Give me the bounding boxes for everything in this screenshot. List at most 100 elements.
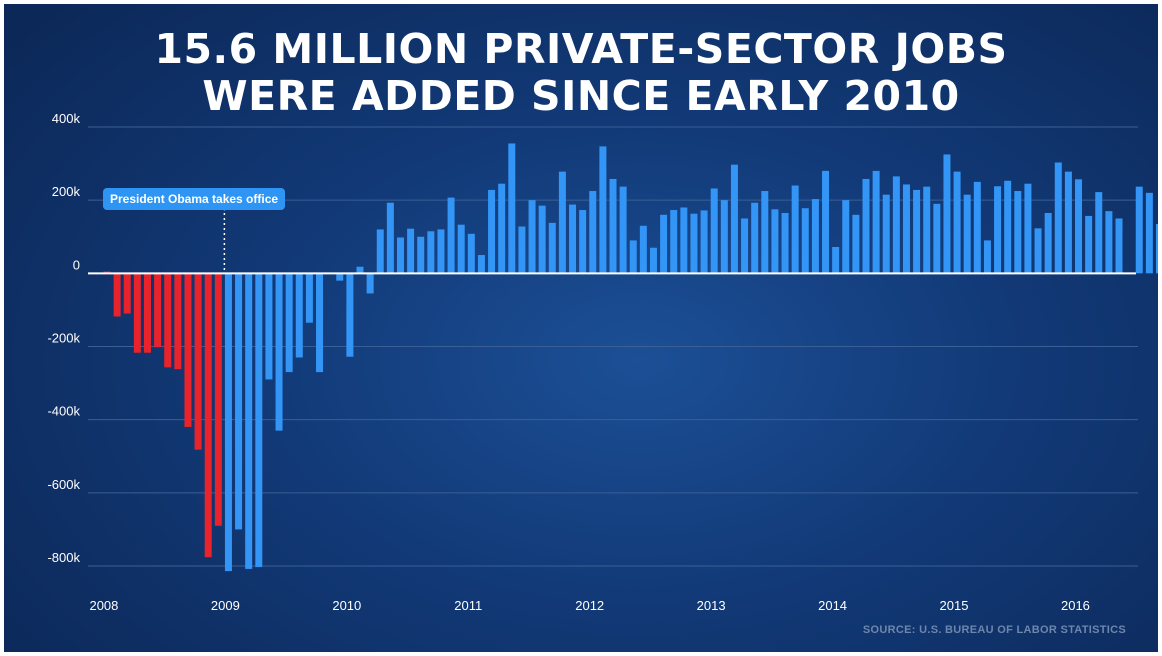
bar [852,214,860,274]
bar [467,233,475,274]
bar [1135,186,1143,274]
bar [204,273,212,558]
bar [1064,171,1072,274]
bar [599,146,607,274]
bar [609,178,617,274]
bar [1004,180,1012,274]
bar [113,273,121,317]
bar [619,186,627,274]
bar [1095,192,1103,274]
bar [1014,191,1022,274]
bar [498,183,506,274]
bar [973,181,981,274]
bar [629,240,637,274]
bar [133,273,141,353]
y-tick-label: 200k [52,184,81,199]
bar [265,273,273,380]
bar [1024,183,1032,274]
bar [123,273,131,314]
y-tick-label: 0 [73,257,80,272]
y-tick-label: 400k [52,111,81,126]
bar [285,273,293,373]
title-line-1: 15.6 MILLION PRIVATE-SECTOR JOBS [154,25,1008,73]
y-tick-label: -800k [47,550,80,565]
bar [690,213,698,274]
bar [579,210,587,274]
bar [822,170,830,274]
bar [305,273,313,323]
bar [801,208,809,274]
bar [538,205,546,274]
bar [1085,215,1093,274]
bar [295,273,303,358]
bar [1105,211,1113,274]
bar [143,273,151,353]
annotation-marker [219,206,230,274]
x-tick-label: 2015 [940,598,969,613]
bar [680,207,688,274]
bar [316,273,324,373]
bar [417,236,425,274]
bar [174,273,182,370]
bar [761,191,769,274]
bar [528,200,536,274]
bar [589,191,597,274]
bar [1155,223,1158,274]
x-tick-label: 2008 [89,598,118,613]
bar [488,189,496,274]
bar [923,186,931,274]
bar [670,210,678,274]
bar [255,273,263,568]
bar [356,266,364,274]
annotation-callout: President Obama takes office [103,188,286,210]
bars [103,143,1158,572]
bar [235,273,243,530]
x-tick-label: 2016 [1061,598,1090,613]
x-tick-label: 2009 [211,598,240,613]
y-tick-label: -600k [47,477,80,492]
y-tick-label: -400k [47,404,80,419]
bar [943,154,951,274]
title-line-2: WERE ADDED SINCE EARLY 2010 [202,72,960,120]
bar [639,225,647,274]
bar [933,203,941,274]
chart-title: 15.6 MILLION PRIVATE-SECTOR JOBS WERE AD… [4,26,1158,120]
bar [184,273,192,427]
grid-lines [88,126,1138,567]
y-tick-label: -200k [47,331,80,346]
bar [1115,218,1123,274]
bar [214,273,222,526]
bar [994,186,1002,274]
bar [913,189,921,274]
bar [710,188,718,274]
bar [842,200,850,274]
bar [1145,192,1153,274]
bar [781,212,789,274]
bar [366,273,374,294]
chart-panel: 15.6 MILLION PRIVATE-SECTOR JOBS WERE AD… [4,4,1158,652]
bar [477,255,485,274]
bar [224,273,232,572]
bar [963,194,971,274]
bar [720,200,728,274]
bar [245,273,253,569]
bar [1054,162,1062,274]
bar [1075,179,1083,274]
bar [649,247,657,274]
bar [569,204,577,274]
bar [447,197,455,274]
bar [872,170,880,274]
bar [983,240,991,274]
bar [427,231,435,274]
bar [700,210,708,274]
source-note: SOURCE: U.S. BUREAU OF LABOR STATISTICS [862,624,1126,636]
x-axis-labels: 2008 2009 2010 2011 2012 2013 2014 2015 2016 [89,598,1089,613]
bar [376,229,384,274]
bar [791,185,799,274]
bar [892,176,900,274]
bar [457,224,465,274]
bar [1034,228,1042,274]
bar [346,273,354,357]
bar [862,178,870,274]
bar [518,226,526,274]
